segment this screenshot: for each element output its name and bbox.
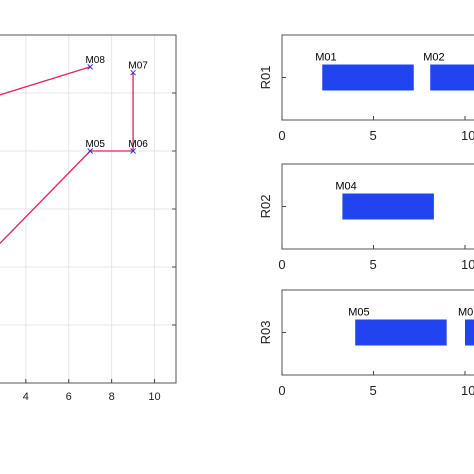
point-label: M05 [85, 139, 105, 150]
task-label: M0 [458, 307, 473, 319]
task-label: M04 [335, 181, 356, 193]
task-bar [322, 64, 414, 91]
task-bar [355, 319, 447, 346]
x-tick-label: 8 [109, 391, 115, 403]
point-marker [87, 148, 94, 154]
x-tick-label: 6 [66, 391, 72, 403]
row-label: R01 [258, 66, 273, 90]
plot-border [0, 34, 177, 384]
task-bar [342, 193, 434, 220]
task-label: M01 [315, 52, 336, 64]
task-bar [430, 64, 474, 91]
route-line-chart: 4 6 8 10 M08 M07 M06 M05 [0, 34, 177, 403]
point-label: M06 [128, 139, 148, 150]
point-marker [130, 69, 136, 76]
task-label: M05 [348, 307, 369, 319]
point-marker [130, 148, 136, 154]
x-tick-label: 0 [278, 383, 285, 398]
x-tick-label: 10 [461, 257, 474, 272]
x-tick-label: 4 [23, 391, 29, 403]
route-segment [0, 150, 91, 245]
x-tick-label: 0 [278, 128, 285, 143]
point-marker [87, 64, 94, 70]
point-label: M07 [128, 61, 148, 72]
route-segment [0, 66, 91, 96]
x-tick-label: 10 [461, 128, 474, 143]
x-tick-label: 5 [370, 257, 377, 272]
x-tick-label: 10 [461, 383, 474, 398]
point-label: M08 [85, 55, 105, 66]
task-bar [465, 319, 474, 346]
row-label: R02 [258, 195, 273, 219]
x-tick-label: 5 [370, 383, 377, 398]
x-tick-label: 5 [370, 128, 377, 143]
row-label: R03 [258, 321, 273, 345]
x-tick-label: 0 [278, 257, 285, 272]
gantt-schedule-chart: R01 0 5 10 M01 M02 R02 0 5 10 M04 R03 0 5 10 M05 M0 [258, 34, 474, 398]
task-label: M02 [423, 52, 444, 64]
x-tick-label: 10 [148, 391, 160, 403]
